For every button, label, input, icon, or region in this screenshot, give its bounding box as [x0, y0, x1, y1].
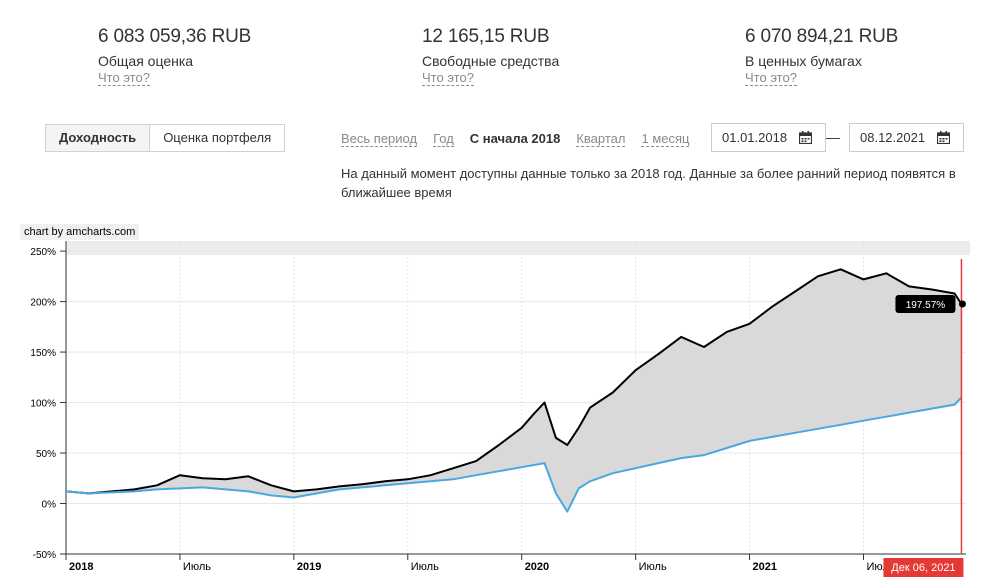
calendar-icon[interactable] [792, 124, 818, 151]
stat-free-cash-help-link[interactable]: Что это? [422, 70, 474, 86]
stat-total: 6 083 059,36 RUB Общая оценка Что это? [98, 26, 251, 87]
series-gap-area [66, 269, 962, 512]
date-to-box [849, 123, 964, 152]
y-tick-label: 200% [30, 298, 56, 309]
x-tick-label: 2019 [297, 561, 321, 573]
period-selector: Весь период Год С начала 2018 Квартал 1 … [341, 131, 705, 147]
y-tick-label: 250% [30, 247, 56, 258]
view-tabs: Доходность Оценка портфеля [45, 124, 286, 152]
x-tick-label: 2018 [69, 561, 93, 573]
value-balloon-text: 197.57% [906, 300, 946, 311]
tab-portfolio-value[interactable]: Оценка портфеля [149, 125, 284, 151]
series-line-portfolio [65, 268, 963, 495]
stat-securities: 6 070 894,21 RUB В ценных бумагах Что эт… [745, 26, 898, 87]
data-availability-notice: На данный момент доступны данные только … [341, 166, 956, 200]
date-separator: — [826, 129, 840, 145]
date-to-input[interactable] [850, 130, 930, 145]
x-tick-label: Июль [183, 561, 211, 573]
y-tick-label: 100% [30, 399, 56, 410]
stat-free-cash-value: 12 165,15 RUB [422, 26, 550, 47]
period-since-2018[interactable]: С начала 2018 [469, 131, 561, 146]
tab-yield[interactable]: Доходность [46, 125, 150, 151]
period-all[interactable]: Весь период [341, 131, 418, 147]
stat-total-value: 6 083 059,36 RUB [98, 26, 252, 47]
chart-top-band [66, 241, 970, 256]
period-year[interactable]: Год [433, 131, 454, 147]
y-tick-label: 0% [42, 500, 57, 511]
date-from-box [711, 123, 826, 152]
stat-free-cash-label: Свободные средства [422, 53, 560, 69]
period-quarter[interactable]: Квартал [576, 131, 626, 147]
cursor-date-text: Дек 06, 2021 [891, 562, 955, 574]
stat-securities-help-link[interactable]: Что это? [745, 70, 797, 86]
calendar-icon[interactable] [930, 124, 956, 151]
stat-securities-label: В ценных бумагах [745, 53, 862, 69]
series-line-benchmark [65, 396, 963, 513]
period-month[interactable]: 1 месяц [641, 131, 690, 147]
x-tick-label: 2020 [525, 561, 549, 573]
x-tick-label: 2021 [753, 561, 777, 573]
cursor-date-bg [883, 558, 964, 577]
value-balloon: 197.57% [895, 295, 956, 314]
y-tick-label: -50% [33, 550, 56, 561]
stat-securities-value: 6 070 894,21 RUB [745, 26, 899, 47]
series-end-marker [958, 300, 966, 308]
cursor-date-label: Дек 06, 2021 [883, 558, 964, 577]
y-tick-label: 150% [30, 348, 56, 359]
stat-total-label: Общая оценка [98, 53, 194, 69]
x-tick-label: Июль [639, 561, 667, 573]
chart-credit: chart by amcharts.com [20, 224, 140, 240]
date-from-input[interactable] [712, 130, 792, 145]
stat-free-cash: 12 165,15 RUB Свободные средства Что это… [422, 26, 559, 87]
y-tick-label: 50% [36, 449, 56, 460]
value-balloon-bg [895, 295, 956, 314]
stat-total-help-link[interactable]: Что это? [98, 70, 150, 86]
x-tick-label: Июль [411, 561, 439, 573]
